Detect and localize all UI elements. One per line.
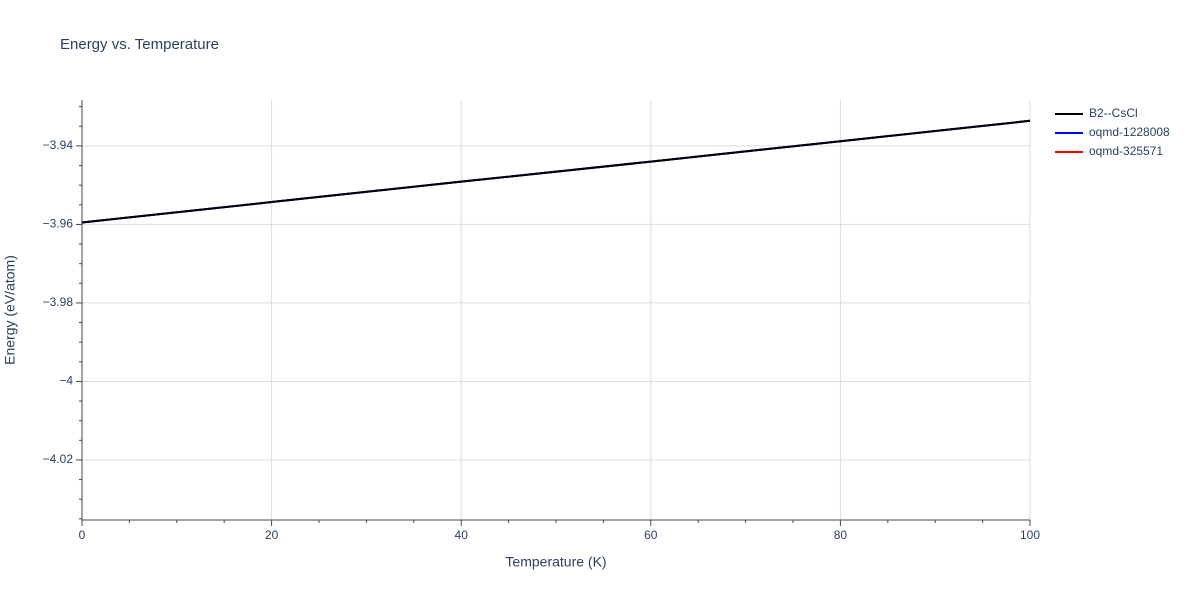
y-tick-label: −3.96 [43,217,74,231]
x-tick-label: 0 [79,528,86,542]
y-tick-label: −3.94 [43,138,74,152]
x-axis-label: Temperature (K) [505,554,606,570]
y-tick-label: −4 [59,374,73,388]
y-tick-label: −4.02 [43,452,74,466]
x-tick-label: 40 [455,528,469,542]
legend-label: oqmd-325571 [1089,144,1163,158]
x-tick-label: 20 [265,528,279,542]
x-tick-label: 80 [834,528,848,542]
x-tick-label: 100 [1020,528,1040,542]
legend-label: B2--CsCl [1089,106,1138,120]
x-tick-label: 60 [644,528,658,542]
legend-label: oqmd-1228008 [1089,125,1170,139]
y-axis-label: Energy (eV/atom) [2,255,18,365]
series-line [81,119,1031,224]
y-tick-label: −3.98 [43,295,74,309]
chart-title: Energy vs. Temperature [60,36,219,53]
